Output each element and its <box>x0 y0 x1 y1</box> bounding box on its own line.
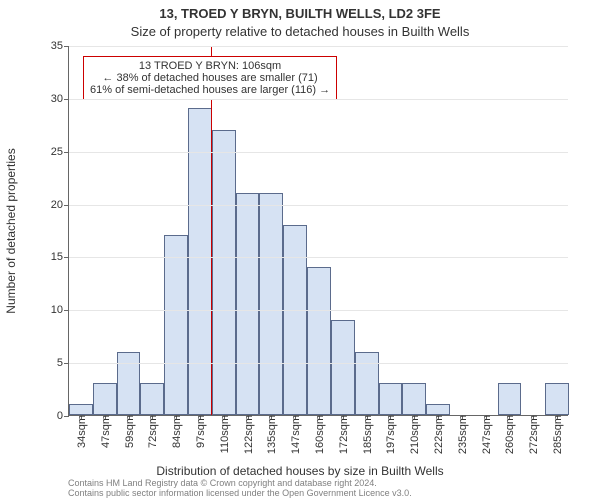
x-tick-label: 34sqm <box>74 415 88 448</box>
info-box-line: ← 38% of detached houses are smaller (71… <box>90 72 330 84</box>
y-tick-label: 20 <box>51 199 69 211</box>
y-tick-label: 5 <box>57 357 69 369</box>
x-tick-label: 260sqm <box>502 415 516 454</box>
x-tick-label: 235sqm <box>455 415 469 454</box>
histogram-bar <box>188 108 212 415</box>
histogram-bar <box>355 352 379 415</box>
histogram-bar <box>498 383 522 415</box>
x-tick-label: 185sqm <box>360 415 374 454</box>
histogram-bar <box>379 383 403 415</box>
histogram-bar <box>545 383 569 415</box>
x-tick-label: 59sqm <box>122 415 136 448</box>
reference-line <box>211 46 212 415</box>
grid-line <box>69 363 568 364</box>
x-tick-label: 172sqm <box>336 415 350 454</box>
y-tick-label: 35 <box>51 40 69 52</box>
x-tick-label: 147sqm <box>288 415 302 454</box>
chart-subtitle: Size of property relative to detached ho… <box>0 24 600 39</box>
y-tick-label: 0 <box>57 410 69 422</box>
x-tick-label: 210sqm <box>407 415 421 454</box>
chart-container: 13, TROED Y BRYN, BUILTH WELLS, LD2 3FE … <box>0 0 600 500</box>
x-tick-label: 47sqm <box>98 415 112 448</box>
footer-attribution: Contains HM Land Registry data © Crown c… <box>68 478 412 498</box>
histogram-bar <box>259 193 283 415</box>
info-box: 13 TROED Y BRYN: 106sqm← 38% of detached… <box>83 56 337 100</box>
y-axis-label: Number of detached properties <box>4 148 18 313</box>
footer-line2: Contains public sector information licen… <box>68 488 412 498</box>
histogram-bar <box>307 267 331 415</box>
histogram-bar <box>236 193 260 415</box>
histogram-bar <box>140 383 164 415</box>
histogram-bar <box>402 383 426 415</box>
x-tick-label: 285sqm <box>550 415 564 454</box>
x-tick-label: 197sqm <box>383 415 397 454</box>
x-tick-label: 122sqm <box>241 415 255 454</box>
grid-line <box>69 205 568 206</box>
footer-line1: Contains HM Land Registry data © Crown c… <box>68 478 412 488</box>
bars-layer <box>69 46 568 415</box>
x-tick-label: 247sqm <box>479 415 493 454</box>
histogram-bar <box>283 225 307 415</box>
x-tick-label: 84sqm <box>169 415 183 448</box>
y-tick-label: 25 <box>51 146 69 158</box>
x-tick-label: 135sqm <box>264 415 278 454</box>
x-tick-label: 272sqm <box>526 415 540 454</box>
y-tick-label: 30 <box>51 93 69 105</box>
y-tick-label: 15 <box>51 251 69 263</box>
plot-area: 13 TROED Y BRYN: 106sqm← 38% of detached… <box>68 46 568 416</box>
grid-line <box>69 310 568 311</box>
histogram-bar <box>212 130 236 415</box>
grid-line <box>69 99 568 100</box>
histogram-bar <box>93 383 117 415</box>
chart-title: 13, TROED Y BRYN, BUILTH WELLS, LD2 3FE <box>0 6 600 21</box>
x-tick-label: 110sqm <box>217 415 231 453</box>
histogram-bar <box>164 235 188 415</box>
x-tick-label: 97sqm <box>193 415 207 448</box>
info-box-line: 13 TROED Y BRYN: 106sqm <box>90 60 330 72</box>
grid-line <box>69 257 568 258</box>
x-tick-label: 72sqm <box>145 415 159 448</box>
x-tick-label: 222sqm <box>431 415 445 454</box>
histogram-bar <box>426 404 450 415</box>
info-box-line: 61% of semi-detached houses are larger (… <box>90 84 330 96</box>
histogram-bar <box>331 320 355 415</box>
histogram-bar <box>117 352 141 415</box>
x-axis-caption: Distribution of detached houses by size … <box>0 464 600 478</box>
grid-line <box>69 152 568 153</box>
histogram-bar <box>69 404 93 415</box>
x-tick-label: 160sqm <box>312 415 326 454</box>
grid-line <box>69 46 568 47</box>
y-tick-label: 10 <box>51 304 69 316</box>
